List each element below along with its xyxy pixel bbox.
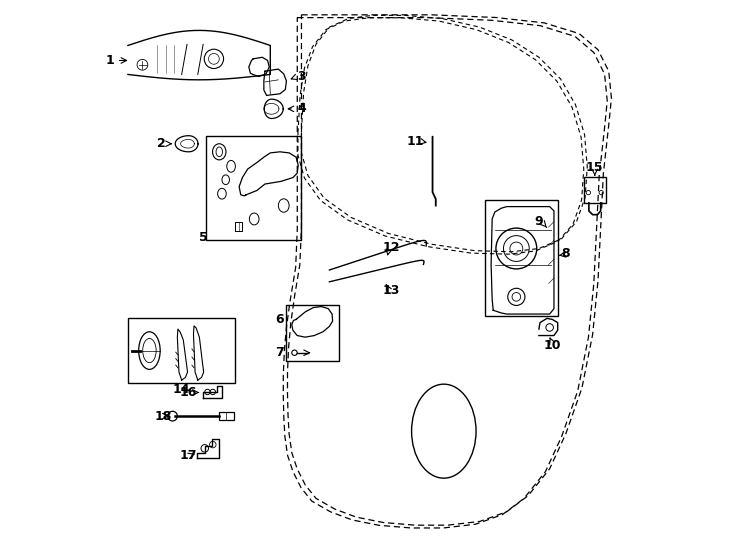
Bar — [206, 136, 302, 240]
Text: 15: 15 — [586, 161, 603, 174]
Text: 4: 4 — [297, 103, 306, 116]
Text: 16: 16 — [180, 386, 197, 399]
Text: 14: 14 — [173, 383, 190, 396]
Text: 7: 7 — [275, 346, 284, 359]
Text: 2: 2 — [157, 137, 166, 150]
Bar — [286, 305, 339, 361]
Text: 6: 6 — [276, 313, 284, 326]
Bar — [485, 200, 558, 316]
Bar — [128, 319, 236, 383]
Text: 12: 12 — [382, 241, 400, 254]
Bar — [584, 177, 606, 203]
Text: 5: 5 — [199, 231, 208, 244]
Text: 9: 9 — [534, 215, 543, 228]
Text: 1: 1 — [106, 54, 115, 67]
Text: 10: 10 — [544, 339, 561, 352]
Text: 13: 13 — [382, 284, 400, 297]
Text: 17: 17 — [180, 449, 197, 462]
Text: 8: 8 — [562, 247, 570, 260]
Text: 18: 18 — [154, 410, 172, 423]
Bar — [219, 412, 234, 421]
Text: 3: 3 — [297, 70, 306, 83]
Text: 11: 11 — [407, 134, 424, 147]
